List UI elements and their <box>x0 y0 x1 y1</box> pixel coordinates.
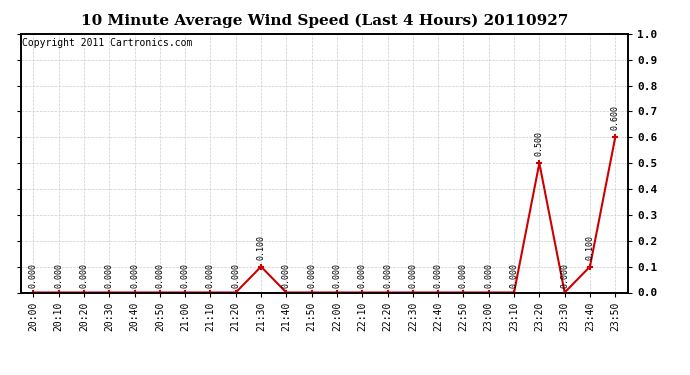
Text: 0.000: 0.000 <box>509 263 519 288</box>
Text: 0.000: 0.000 <box>206 263 215 288</box>
Text: 0.000: 0.000 <box>105 263 114 288</box>
Text: 0.000: 0.000 <box>383 263 392 288</box>
Text: 0.000: 0.000 <box>130 263 139 288</box>
Title: 10 Minute Average Wind Speed (Last 4 Hours) 20110927: 10 Minute Average Wind Speed (Last 4 Hou… <box>81 14 568 28</box>
Text: 0.000: 0.000 <box>54 263 63 288</box>
Text: 0.000: 0.000 <box>282 263 291 288</box>
Text: 0.000: 0.000 <box>333 263 342 288</box>
Text: 0.000: 0.000 <box>408 263 417 288</box>
Text: Copyright 2011 Cartronics.com: Copyright 2011 Cartronics.com <box>22 38 193 48</box>
Text: 0.000: 0.000 <box>459 263 468 288</box>
Text: 0.000: 0.000 <box>307 263 316 288</box>
Text: 0.000: 0.000 <box>29 263 38 288</box>
Text: 0.000: 0.000 <box>560 263 569 288</box>
Text: 0.000: 0.000 <box>79 263 88 288</box>
Text: 0.000: 0.000 <box>357 263 367 288</box>
Text: 0.000: 0.000 <box>433 263 443 288</box>
Text: 0.500: 0.500 <box>535 131 544 156</box>
Text: 0.000: 0.000 <box>181 263 190 288</box>
Text: 0.600: 0.600 <box>611 105 620 130</box>
Text: 0.100: 0.100 <box>585 235 595 260</box>
Text: 0.000: 0.000 <box>155 263 164 288</box>
Text: 0.000: 0.000 <box>231 263 240 288</box>
Text: 0.100: 0.100 <box>257 235 266 260</box>
Text: 0.000: 0.000 <box>484 263 493 288</box>
